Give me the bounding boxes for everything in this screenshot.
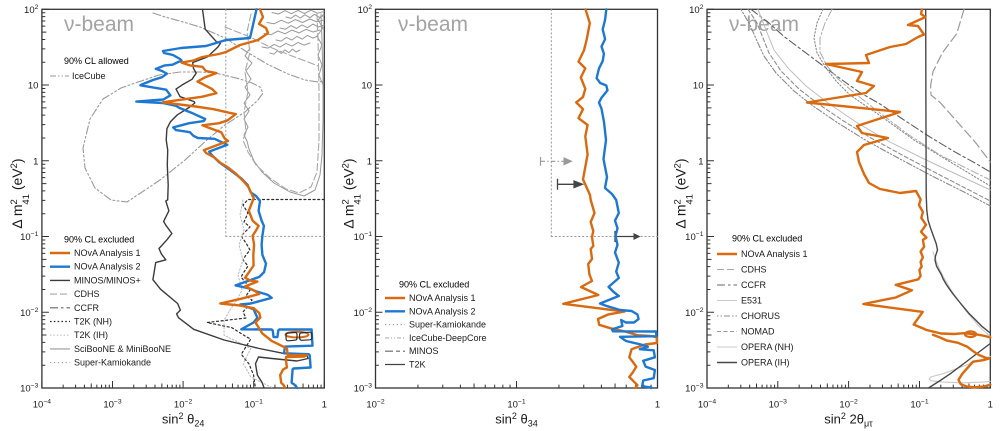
svg-text:CDHS: CDHS <box>741 265 767 275</box>
svg-text:NOvA Analysis 2: NOvA Analysis 2 <box>74 262 141 272</box>
svg-text:NOvA Analysis 1: NOvA Analysis 1 <box>409 293 476 303</box>
svg-text:90% CL allowed: 90% CL allowed <box>64 56 129 66</box>
svg-text:NOvA Analysis 1: NOvA Analysis 1 <box>74 248 141 258</box>
svg-text:1: 1 <box>33 156 38 167</box>
svg-text:10: 10 <box>361 81 372 92</box>
svg-text:OPERA (NH): OPERA (NH) <box>741 342 794 352</box>
svg-text:OPERA (IH): OPERA (IH) <box>741 358 790 368</box>
svg-text:ν-beam: ν-beam <box>64 13 134 36</box>
svg-text:90% CL excluded: 90% CL excluded <box>399 280 469 290</box>
svg-text:ν-beam: ν-beam <box>398 13 468 36</box>
svg-text:E531: E531 <box>741 296 762 306</box>
svg-text:1: 1 <box>698 156 703 167</box>
svg-text:1: 1 <box>322 400 327 411</box>
svg-text:CCFR: CCFR <box>741 280 766 290</box>
svg-text:MINOS/MINOS+: MINOS/MINOS+ <box>74 275 141 285</box>
svg-text:MINOS: MINOS <box>409 346 439 356</box>
svg-text:1: 1 <box>988 400 993 411</box>
svg-text:10: 10 <box>28 81 39 92</box>
svg-text:NOMAD: NOMAD <box>741 327 775 337</box>
svg-text:T2K: T2K <box>409 360 426 370</box>
svg-text:SciBooNE & MiniBooNE: SciBooNE & MiniBooNE <box>74 344 171 354</box>
svg-text:CDHS: CDHS <box>74 289 100 299</box>
svg-text:NOvA Analysis 2: NOvA Analysis 2 <box>409 306 476 316</box>
svg-text:T2K (NH): T2K (NH) <box>74 317 112 327</box>
svg-text:CCFR: CCFR <box>74 303 99 313</box>
svg-text:IceCube: IceCube <box>72 71 106 81</box>
svg-text:sin2 θ34: sin2 θ34 <box>495 411 538 429</box>
svg-text:sin2 2θμτ: sin2 2θμτ <box>824 411 873 429</box>
svg-text:CHORUS: CHORUS <box>741 311 780 321</box>
svg-text:Super-Kamiokande: Super-Kamiokande <box>74 358 151 368</box>
svg-text:NOvA Analysis 1: NOvA Analysis 1 <box>741 249 808 259</box>
svg-text:1: 1 <box>655 400 660 411</box>
svg-text:Super-Kamiokande: Super-Kamiokande <box>409 320 486 330</box>
svg-text:10: 10 <box>693 81 704 92</box>
svg-text:sin2 θ24: sin2 θ24 <box>162 411 205 429</box>
svg-text:90% CL excluded: 90% CL excluded <box>732 234 802 244</box>
svg-text:IceCube-DeepCore: IceCube-DeepCore <box>409 333 487 343</box>
svg-text:1: 1 <box>367 156 372 167</box>
svg-text:T2K (IH): T2K (IH) <box>74 330 108 340</box>
svg-text:90% CL excluded: 90% CL excluded <box>64 234 134 244</box>
